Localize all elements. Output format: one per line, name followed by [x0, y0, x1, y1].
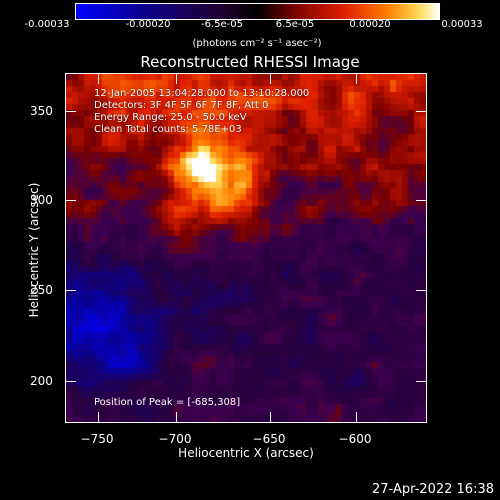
- image-plot-area: 12-Jan-2005 13:04:28.000 to 13:10:28.000…: [65, 73, 427, 423]
- info-time-range: 12-Jan-2005 13:04:28.000 to 13:10:28.000: [94, 88, 310, 99]
- colorbar-tick: 0.00033: [441, 19, 483, 30]
- colorbar-tick: -0.00033: [24, 19, 70, 30]
- colorbar-units: (photons cm⁻² s⁻¹ asec⁻²): [192, 38, 322, 49]
- y-tick-mark: [66, 200, 76, 201]
- colorbar-tick: 6.5e-05: [275, 19, 315, 30]
- y-tick-label: 350: [30, 104, 53, 118]
- x-tick-mark: [98, 412, 99, 422]
- y-tick-mark: [66, 290, 76, 291]
- x-tick-label: −600: [338, 432, 372, 446]
- colorbar-gradient: [76, 4, 439, 19]
- y-tick-label: 250: [30, 283, 53, 297]
- info-energy-range: Energy Range: 25.0 - 50.0 keV: [94, 112, 247, 123]
- plot-title: Reconstructed RHESSI Image: [140, 53, 360, 71]
- y-tick-mark: [66, 111, 76, 112]
- colorbar: [75, 3, 440, 20]
- x-tick-label: −750: [80, 432, 114, 446]
- x-tick-mark: [176, 74, 177, 84]
- y-tick-mark: [416, 290, 426, 291]
- x-tick-mark: [98, 74, 99, 84]
- x-tick-label: −700: [158, 432, 192, 446]
- y-tick-label: 300: [30, 193, 53, 207]
- x-axis-label: Heliocentric X (arcsec): [178, 446, 314, 460]
- y-tick-mark: [416, 200, 426, 201]
- y-tick-mark: [416, 111, 426, 112]
- y-tick-mark: [416, 381, 426, 382]
- y-axis-label: Heliocentric Y (arcsec): [27, 182, 41, 318]
- x-tick-mark: [356, 74, 357, 84]
- y-tick-mark: [66, 381, 76, 382]
- timestamp: 27-Apr-2022 16:38: [372, 482, 494, 497]
- x-tick-label: −650: [252, 432, 286, 446]
- x-tick-mark: [176, 412, 177, 422]
- x-tick-mark: [270, 412, 271, 422]
- x-tick-mark: [356, 412, 357, 422]
- colorbar-tick: -0.00020: [125, 19, 171, 30]
- colorbar-tick: -6.5e-05: [201, 19, 243, 30]
- info-detectors: Detectors: 3F 4F 5F 6F 7F 8F, Att 0: [94, 100, 269, 111]
- peak-position: Position of Peak = [-685,308]: [94, 397, 241, 408]
- info-clean-counts: Clean Total counts: 5.78E+03: [94, 124, 242, 135]
- x-tick-mark: [270, 74, 271, 84]
- y-tick-label: 200: [30, 374, 53, 388]
- colorbar-tick: 0.00020: [349, 19, 391, 30]
- rhessi-image-map: [66, 74, 426, 422]
